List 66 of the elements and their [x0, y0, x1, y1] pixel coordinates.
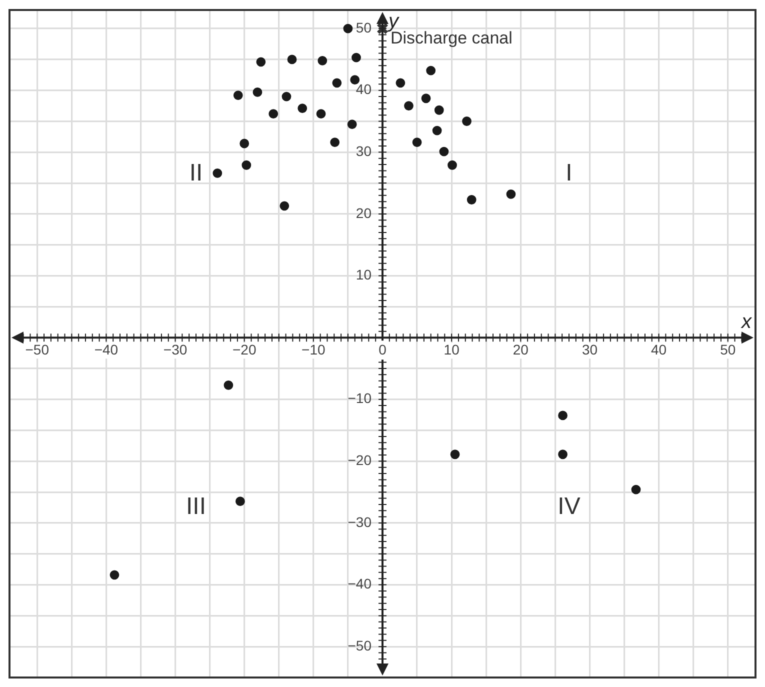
point — [396, 78, 406, 88]
y-tick-label: 50 — [356, 19, 372, 36]
x-tick-label: 0 — [378, 341, 387, 358]
point — [280, 201, 290, 211]
x-tick-label: 20 — [512, 341, 529, 358]
annotation: II — [189, 159, 203, 186]
x-tick-label: −40 — [94, 341, 118, 358]
point — [282, 92, 292, 102]
x-tick-label: 30 — [582, 341, 598, 358]
point — [426, 66, 436, 76]
point — [252, 88, 262, 97]
point — [256, 57, 266, 67]
point — [404, 101, 414, 110]
y-axis-title: y — [386, 10, 400, 33]
point — [224, 380, 234, 390]
point — [558, 450, 568, 460]
point — [450, 450, 460, 460]
point — [506, 189, 516, 199]
x-tick-label: 40 — [651, 341, 667, 358]
point — [434, 105, 444, 115]
point — [631, 484, 641, 494]
point — [318, 56, 328, 66]
x-tick-label: −50 — [25, 341, 50, 358]
annotation: III — [186, 493, 206, 520]
point — [236, 496, 245, 506]
point — [287, 54, 297, 64]
y-tick-label: −30 — [348, 514, 372, 530]
x-tick-label: 50 — [720, 341, 736, 358]
point — [421, 94, 431, 104]
point — [233, 90, 243, 100]
x-tick-label: −20 — [232, 341, 256, 358]
point — [242, 160, 252, 170]
y-tick-label: 10 — [356, 266, 372, 283]
x-tick-label: 10 — [444, 341, 460, 358]
annotation: IV — [558, 493, 580, 520]
point — [332, 78, 342, 88]
point — [298, 104, 308, 113]
point — [350, 75, 360, 85]
y-tick-label: 30 — [356, 143, 372, 160]
x-tick-label: −30 — [163, 341, 188, 358]
y-tick-label: −50 — [348, 637, 372, 654]
x-tick-label: −10 — [302, 341, 326, 358]
point — [432, 126, 442, 136]
point — [448, 160, 457, 170]
point — [316, 109, 326, 119]
point — [466, 195, 476, 204]
y-tick-label: −40 — [348, 576, 372, 592]
x-axis-title: x — [740, 311, 752, 334]
point — [347, 120, 357, 130]
y-tick-label: −10 — [348, 390, 372, 406]
point — [268, 109, 278, 119]
point — [343, 24, 353, 34]
annotation: I — [566, 159, 572, 186]
point — [439, 146, 449, 156]
point — [212, 168, 222, 178]
point — [558, 410, 568, 420]
point — [352, 52, 361, 62]
point — [330, 138, 340, 147]
point — [110, 570, 120, 580]
point — [412, 138, 422, 147]
point — [240, 138, 250, 148]
y-tick-label: 20 — [356, 204, 372, 221]
point — [462, 116, 472, 126]
y-tick-label: 40 — [356, 81, 372, 98]
point — [376, 22, 388, 35]
y-tick-label: −20 — [348, 452, 372, 468]
